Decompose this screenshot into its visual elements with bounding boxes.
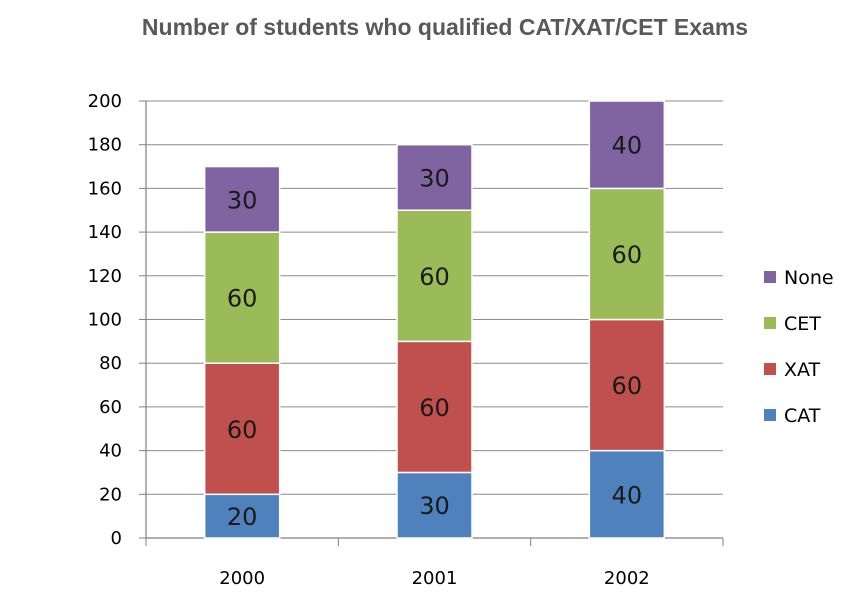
y-tick-label: 120 xyxy=(88,266,122,287)
legend-label-xat: XAT xyxy=(784,359,821,381)
data-label: 30 xyxy=(419,164,450,192)
axes: 0 20 40 60 80 100 120 140 160 180 200 2000 2001 2002 xyxy=(88,91,724,589)
bars xyxy=(203,100,666,539)
bar-segment-cat-2000 xyxy=(203,493,281,539)
data-label: 30 xyxy=(227,186,258,214)
x-tick-label: 2000 xyxy=(219,568,265,589)
legend-swatch-cat xyxy=(764,409,776,421)
legend-label-none: None xyxy=(784,267,834,289)
legend-label-cet: CET xyxy=(784,313,821,335)
y-tick-label: 180 xyxy=(88,135,122,156)
data-label: 40 xyxy=(612,132,643,160)
y-tick-label: 80 xyxy=(99,353,122,374)
data-label: 20 xyxy=(227,503,258,531)
y-tick-label: 100 xyxy=(88,310,122,331)
data-label: 60 xyxy=(612,241,643,269)
data-label: 60 xyxy=(612,372,643,400)
bar-segment-cet-2001 xyxy=(396,209,473,343)
bar-segment-none-2000 xyxy=(203,165,281,233)
bar-segment-cat-2001 xyxy=(396,471,473,539)
y-tick-label: 40 xyxy=(99,441,122,462)
data-label: 30 xyxy=(419,492,450,520)
bar-segment-cet-2000 xyxy=(203,231,281,364)
y-tick-label: 60 xyxy=(99,397,122,418)
data-label: 60 xyxy=(227,416,258,444)
legend-swatch-none xyxy=(764,271,776,283)
legend-swatch-xat xyxy=(764,363,776,375)
y-tick-label: 140 xyxy=(88,222,122,243)
x-tick-label: 2001 xyxy=(412,568,458,589)
y-tick-label: 160 xyxy=(88,178,122,199)
data-label: 60 xyxy=(227,285,258,313)
legend-label-cat: CAT xyxy=(784,405,821,427)
y-tick-label: 200 xyxy=(88,91,122,112)
bar-segment-none-2002 xyxy=(588,100,666,190)
bar-segment-none-2001 xyxy=(396,143,473,211)
bar-segment-cet-2002 xyxy=(588,187,666,321)
y-tick-label: 0 xyxy=(111,528,122,549)
y-tick-label: 20 xyxy=(99,484,122,505)
data-labels: 20 60 60 30 30 60 60 30 40 60 60 40 xyxy=(227,132,642,531)
bar-segment-cat-2002 xyxy=(588,449,666,539)
chart-title: Number of students who qualified CAT/XAT… xyxy=(141,14,749,40)
legend-swatch-cet xyxy=(764,317,776,329)
data-label: 60 xyxy=(419,263,450,291)
bar-segment-xat-2001 xyxy=(396,340,473,474)
data-label: 40 xyxy=(612,481,643,509)
data-label: 60 xyxy=(419,394,450,422)
x-tick-label: 2002 xyxy=(604,568,650,589)
legend: None CET XAT CAT xyxy=(764,267,834,427)
